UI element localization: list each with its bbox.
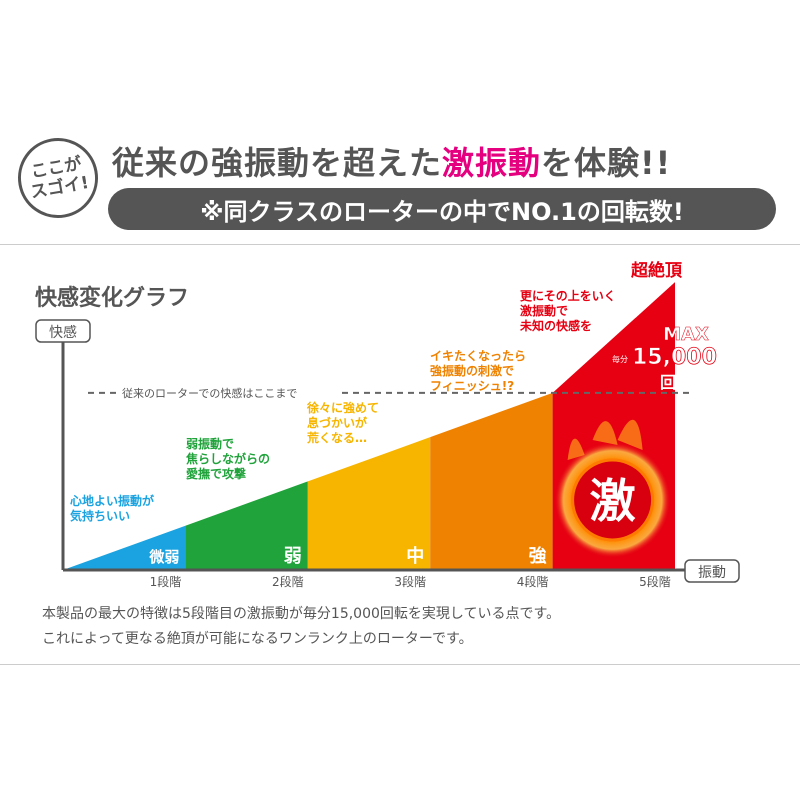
annotation-text: 愛撫で攻撃 — [186, 466, 246, 481]
divider — [0, 244, 800, 245]
headline: 従来の強振動を超えた激振動を体験!! — [112, 138, 671, 184]
headline-part: 従来の強振動を超えた — [112, 144, 443, 182]
annotation-text: 強振動の刺激で — [430, 363, 514, 378]
annotation-text: 激振動で — [520, 303, 568, 318]
segment-label: 弱 — [284, 546, 302, 567]
segment-label: 激 — [590, 474, 636, 528]
subheadline-banner: ※同クラスのローターの中でNO.1の回転数! — [108, 188, 776, 230]
segment-label: 強 — [529, 545, 547, 567]
x-axis-label-box — [684, 559, 740, 583]
chart-segment-4 — [430, 392, 553, 570]
annotation-text: 更にその上をいく — [520, 288, 616, 303]
chart-segment-2 — [185, 481, 308, 570]
segment-label: 中 — [406, 545, 424, 567]
x-axis-label: 振動 — [698, 565, 726, 581]
peak-label: 超絶頂 — [631, 260, 683, 281]
annotation-text: 荒くなる… — [306, 430, 367, 445]
annotation-text: 心地よい振動が — [70, 493, 154, 508]
x-tick-label: 1段階 — [150, 574, 182, 589]
chart-segment-1 — [63, 525, 186, 570]
max-label: MAX — [663, 324, 709, 345]
annotation-text: 弱振動で — [186, 436, 234, 451]
max-value: 15,000 — [632, 345, 717, 370]
annotation-text: 徐々に強めて — [306, 400, 379, 415]
flame-icon — [567, 438, 585, 460]
x-tick-label: 4段階 — [517, 574, 549, 589]
divider — [0, 664, 800, 665]
reference-line-label: 従来のローターでの快感はここまで — [122, 387, 297, 400]
annotation-text: 気持ちいい — [70, 508, 130, 523]
y-axis-label: 快感 — [49, 324, 77, 341]
segment-label: 微弱 — [148, 548, 179, 566]
description-line: 本製品の最大の特徴は5段階目の激振動が毎分15,000回転を実現している点です。 — [42, 606, 561, 622]
flame-icon — [617, 419, 643, 450]
x-tick-label: 2段階 — [272, 574, 304, 589]
annotation-text: 未知の快感を — [519, 318, 592, 333]
annotation-text: 息づかいが — [307, 415, 367, 430]
x-tick-label: 3段階 — [394, 574, 426, 589]
annotation-text: イキたくなったら — [430, 349, 526, 363]
x-tick-label: 5段階 — [639, 574, 671, 589]
annotation-text: 焦らしながらの — [185, 451, 270, 466]
max-prefix: 毎分 — [612, 354, 628, 364]
max-unit: 回転 — [660, 373, 692, 392]
geki-circle — [571, 458, 655, 542]
headline-highlight: 激振動 — [442, 144, 542, 182]
flame-icon — [592, 421, 618, 445]
annotation-text: フィニッシュ!? — [430, 379, 514, 393]
headline-part: を体験!! — [541, 144, 672, 182]
y-axis-label-box — [35, 319, 91, 343]
description-line: これによって更なる絶頂が可能になるワンランク上のローターです。 — [42, 631, 473, 647]
chart-title: 快感変化グラフ — [35, 285, 189, 311]
chart-segment-3 — [307, 437, 431, 570]
